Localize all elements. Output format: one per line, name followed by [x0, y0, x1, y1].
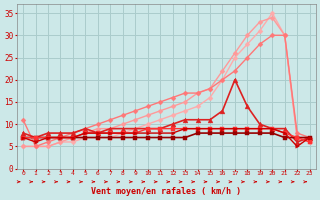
X-axis label: Vent moyen/en rafales ( km/h ): Vent moyen/en rafales ( km/h )	[92, 187, 241, 196]
